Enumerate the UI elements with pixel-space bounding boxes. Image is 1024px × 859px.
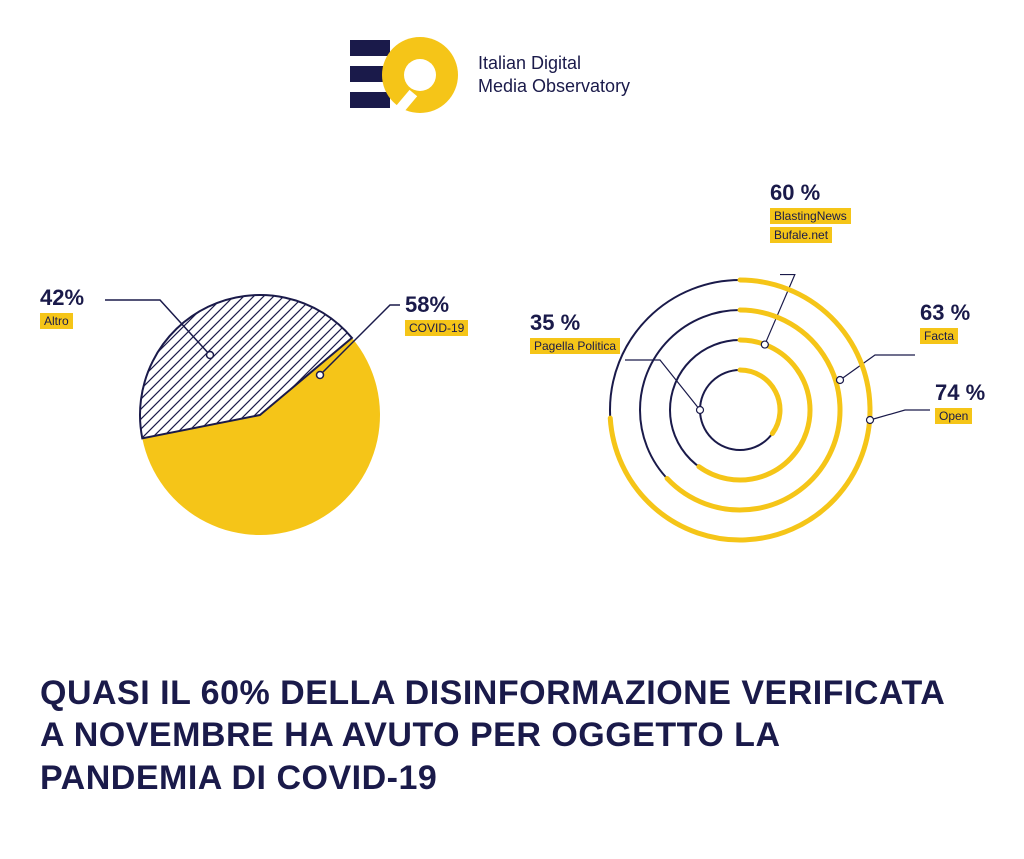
ring-sublabel: Open xyxy=(935,408,972,424)
ring-arc xyxy=(610,280,870,540)
ring-label: 63 % Facta xyxy=(920,300,970,345)
pie-chart: 42% Altro 58% COVID-19 xyxy=(50,250,480,580)
ring-pct: 63 % xyxy=(920,300,970,326)
headline: QUASI IL 60% DELLA DISINFORMAZIONE VERIF… xyxy=(40,672,964,800)
pie-covid-label: COVID-19 xyxy=(405,320,468,336)
ring-sublabel: Pagella Politica xyxy=(530,338,620,354)
pie-covid-pct: 58% xyxy=(405,292,468,318)
rings-chart: 35 %Pagella Politica60 %BlastingNewsBufa… xyxy=(540,200,1000,620)
ring-pct: 60 % xyxy=(770,180,851,206)
logo-icon xyxy=(350,30,460,120)
logo: Italian Digital Media Observatory xyxy=(350,30,630,120)
ring-sublabel: Facta xyxy=(920,328,958,344)
ring-label: 60 % BlastingNews Bufale.net xyxy=(770,180,851,244)
logo-line2: Media Observatory xyxy=(478,75,630,98)
ring-sublabel: Bufale.net xyxy=(770,227,832,243)
logo-line1: Italian Digital xyxy=(478,52,630,75)
pie-altro-pct: 42% xyxy=(40,285,84,311)
charts-row: 42% Altro 58% COVID-19 35 %Pagella Polit… xyxy=(0,200,1024,620)
pie-label-covid: 58% COVID-19 xyxy=(405,292,468,337)
ring-pct: 35 % xyxy=(530,310,620,336)
ring-arc xyxy=(740,370,780,434)
rings-svg xyxy=(540,200,1000,620)
ring-pct: 74 % xyxy=(935,380,985,406)
pie-altro-label: Altro xyxy=(40,313,73,329)
ring-sublabel: BlastingNews xyxy=(770,208,851,224)
ring-label: 74 % Open xyxy=(935,380,985,425)
logo-text: Italian Digital Media Observatory xyxy=(478,52,630,99)
pie-label-altro: 42% Altro xyxy=(40,285,84,330)
ring-arc xyxy=(699,340,810,480)
ring-label: 35 % Pagella Politica xyxy=(530,310,620,355)
